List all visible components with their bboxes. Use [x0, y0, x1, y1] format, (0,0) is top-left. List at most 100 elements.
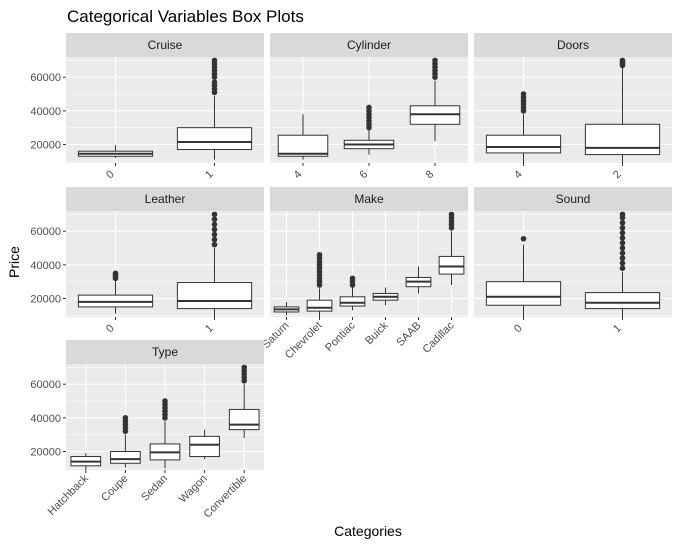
box-iqr	[176, 127, 253, 151]
box-make-buick	[372, 287, 399, 306]
outlier-point	[619, 235, 626, 241]
plot-area-make	[270, 211, 468, 317]
outlier-point	[520, 235, 527, 242]
strip-label-doors: Doors	[557, 38, 589, 52]
strip-label-sound: Sound	[556, 192, 591, 206]
y-tick-label: 60000	[30, 379, 61, 391]
box-make-cadillac	[438, 211, 465, 286]
outlier-point	[316, 251, 323, 258]
outlier-point	[211, 221, 218, 228]
y-tick-label: 60000	[30, 226, 61, 238]
outlier-point	[619, 260, 626, 266]
y-tick-label: 20000	[30, 446, 61, 458]
outlier-point	[211, 226, 218, 233]
outlier-point	[432, 57, 438, 64]
outlier-point	[241, 364, 247, 371]
chart-title: Categorical Variables Box Plots	[67, 7, 304, 26]
box-make-saturn	[273, 301, 300, 316]
box-make-pontiac	[339, 275, 366, 311]
box-type-coupe	[110, 415, 141, 468]
strip-type	[66, 340, 264, 364]
box-make-chevrolet	[306, 251, 333, 317]
strip-doors	[474, 33, 672, 57]
outlier-point	[619, 265, 626, 272]
outlier-point	[619, 255, 626, 261]
box-iqr	[485, 281, 562, 306]
y-tick-label: 40000	[30, 413, 61, 425]
strip-label-make: Make	[354, 192, 384, 206]
outlier-point	[448, 211, 455, 218]
outlier-point	[112, 270, 119, 277]
box-iqr	[339, 296, 366, 307]
box-iqr	[189, 435, 220, 458]
box-type-hatchback	[70, 453, 102, 470]
box-iqr	[306, 299, 333, 312]
strip-sound	[474, 187, 672, 211]
outlier-point	[211, 79, 218, 86]
strip-cruise	[66, 33, 264, 57]
strip-label-cylinder: Cylinder	[347, 38, 391, 52]
outlier-point	[520, 91, 527, 97]
outlier-point	[211, 57, 218, 64]
outlier-point	[366, 104, 372, 111]
outlier-point	[211, 236, 218, 243]
box-iqr	[584, 123, 661, 156]
outlier-point	[349, 275, 356, 282]
outlier-point	[619, 250, 626, 256]
strip-label-type: Type	[152, 345, 178, 359]
y-tick-label: 60000	[30, 72, 61, 84]
strip-label-cruise: Cruise	[148, 38, 183, 52]
box-iqr	[176, 282, 253, 310]
box-cylinder-4	[277, 114, 329, 160]
box-cylinder-8	[409, 57, 461, 142]
box-doors-4	[485, 91, 562, 163]
outlier-point	[162, 398, 168, 404]
y-tick-label: 40000	[30, 106, 61, 118]
outlier-point	[619, 245, 626, 251]
box-cylinder-6	[343, 104, 395, 155]
box-iqr	[110, 450, 141, 464]
box-make-saab	[405, 266, 432, 294]
outlier-point	[619, 230, 626, 236]
box-iqr	[584, 292, 661, 310]
outlier-point	[211, 241, 218, 248]
outlier-point	[211, 216, 218, 223]
box-type-convertible	[228, 364, 260, 439]
strip-make	[270, 187, 468, 211]
box-type-sedan	[149, 398, 181, 469]
box-leather-0	[77, 270, 154, 314]
strip-cylinder	[270, 33, 468, 57]
y-tick-label: 20000	[30, 293, 61, 305]
box-sound-1	[584, 211, 661, 317]
box-iqr	[485, 134, 562, 154]
box-type-wagon	[189, 429, 220, 460]
outlier-point	[211, 231, 218, 238]
box-iqr	[438, 255, 465, 275]
box-cruise-1	[176, 57, 253, 160]
outlier-point	[619, 211, 626, 218]
box-cruise-0	[77, 145, 154, 158]
y-tick-label: 20000	[30, 139, 61, 151]
outlier-point	[211, 211, 218, 218]
outlier-point	[122, 415, 129, 421]
outlier-point	[619, 57, 626, 64]
box-sound-0	[485, 235, 562, 317]
x-axis-title: Categories	[334, 523, 402, 539]
box-iqr	[277, 134, 329, 157]
strip-leather	[66, 187, 264, 211]
outlier-point	[619, 219, 626, 226]
y-tick-label: 40000	[30, 260, 61, 272]
outlier-point	[619, 225, 626, 231]
outlier-point	[619, 240, 626, 246]
box-leather-1	[176, 211, 253, 317]
strip-label-leather: Leather	[145, 192, 186, 206]
y-axis-title: Price	[6, 246, 22, 278]
box-iqr	[228, 408, 260, 431]
